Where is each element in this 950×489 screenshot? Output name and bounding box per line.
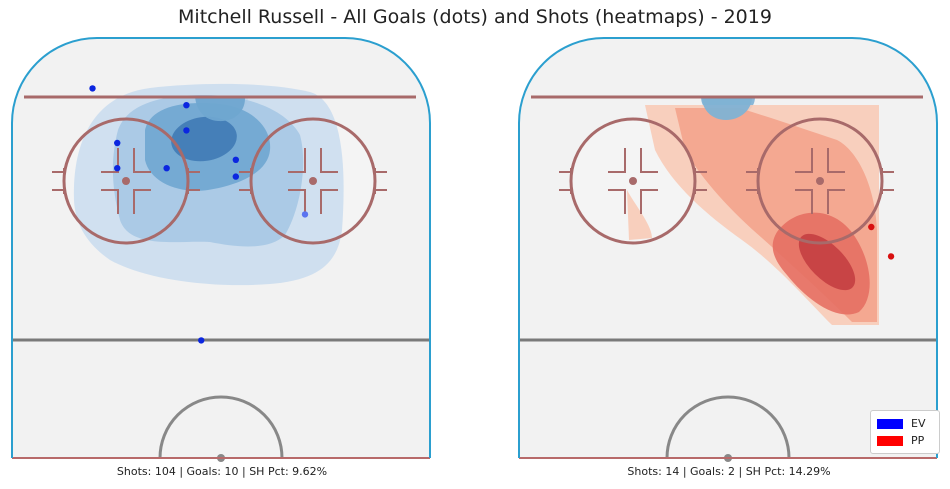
- goal-dot: [232, 173, 240, 180]
- faceoff-hashmarks: [239, 148, 387, 214]
- goal-dot: [89, 85, 96, 92]
- rink-panel-pp: [518, 37, 938, 462]
- goal-dot: [301, 211, 309, 218]
- goal-dot: [114, 165, 121, 172]
- goal-dot: [868, 223, 875, 231]
- faceoff-dot: [816, 177, 824, 185]
- legend-item-pp: PP: [877, 434, 924, 447]
- heatmap-region: [798, 233, 856, 291]
- goal-dot: [183, 102, 190, 109]
- center-circle: [158, 395, 284, 459]
- panel-caption-pp: Shots: 14 | Goals: 2 | SH Pct: 14.29%: [627, 465, 831, 478]
- rink-panel-ev: [11, 37, 431, 462]
- goal-dot: [232, 156, 240, 163]
- center-circle: [665, 395, 791, 459]
- heatmap-region: [702, 97, 752, 120]
- legend-label-pp: PP: [911, 434, 925, 447]
- faceoff-hashmarks: [559, 148, 707, 214]
- boards: [518, 37, 938, 458]
- boards: [11, 37, 431, 458]
- legend-item-ev: EV: [877, 417, 925, 430]
- goal-dot: [198, 337, 205, 344]
- faceoff-dot: [309, 177, 317, 185]
- goal-dot: [163, 165, 170, 172]
- legend-label-ev: EV: [911, 417, 926, 430]
- faceoff-hashmarks: [746, 148, 894, 214]
- legend-swatch-pp: [877, 435, 903, 446]
- faceoff-dot: [122, 177, 130, 185]
- chart-title: Mitchell Russell - All Goals (dots) and …: [178, 6, 772, 28]
- goal-dot: [887, 253, 895, 260]
- goal-dot: [114, 139, 121, 147]
- goal-dot: [183, 127, 190, 134]
- legend: EV PP: [870, 410, 940, 454]
- faceoff-dot: [629, 177, 637, 185]
- legend-swatch-ev: [877, 418, 903, 429]
- panel-caption-ev: Shots: 104 | Goals: 10 | SH Pct: 9.62%: [116, 465, 328, 478]
- faceoff-hashmarks: [52, 148, 200, 214]
- heatmap-region: [195, 96, 246, 122]
